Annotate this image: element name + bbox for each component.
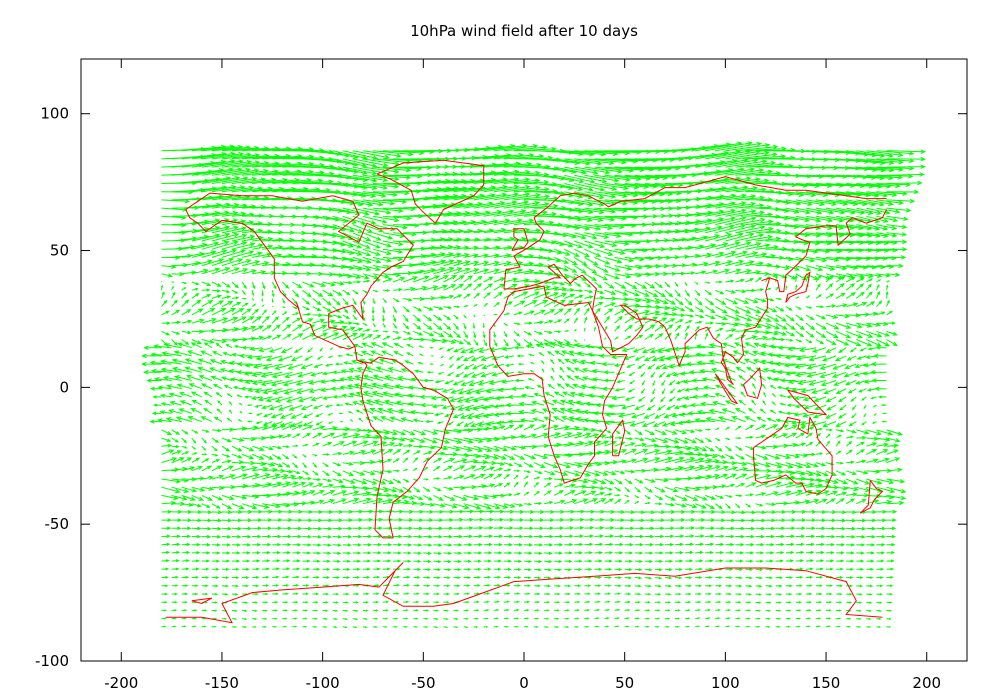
- x-tick-label: 100: [711, 674, 740, 692]
- y-tick-label: -100: [35, 652, 69, 670]
- coastline-5: [503, 209, 887, 385]
- x-tick-label: 150: [812, 674, 841, 692]
- coastline-14: [191, 597, 213, 605]
- coastline-4: [503, 176, 887, 289]
- y-tick-label: -50: [45, 515, 70, 533]
- x-tick-label: -50: [411, 674, 436, 692]
- coastline-6: [785, 271, 811, 303]
- coastline-2: [376, 159, 485, 224]
- y-tick-label: 0: [59, 378, 69, 396]
- coastlines: [165, 159, 887, 624]
- chart-title: 10hPa wind field after 10 days: [410, 22, 638, 40]
- x-tick-label: -150: [205, 674, 239, 692]
- coastline-13: [511, 228, 529, 251]
- coastline-11: [859, 480, 884, 514]
- coastline-8: [714, 373, 738, 405]
- coastline-10: [787, 389, 828, 416]
- y-tick-label: 100: [40, 105, 69, 123]
- coastline-0: [165, 562, 883, 624]
- axes: -200 -150 -100 -50 0 50 100 150 200 -100 -50 0 50 100: [35, 58, 968, 692]
- coastline-12: [612, 418, 626, 457]
- x-tick-label: 200: [912, 674, 941, 692]
- x-tick-label: 0: [519, 674, 529, 692]
- x-tick-label: -100: [306, 674, 340, 692]
- coastline-9: [743, 367, 763, 399]
- x-tick-label: 50: [615, 674, 634, 692]
- wind-vector-arrows: [141, 141, 927, 629]
- y-tick-label: 50: [50, 242, 69, 260]
- coastline-7: [753, 415, 833, 495]
- x-tick-label: -200: [104, 674, 138, 692]
- wind-vectors: [141, 141, 927, 629]
- coastline-3: [489, 285, 628, 484]
- coastline-1: [185, 192, 455, 539]
